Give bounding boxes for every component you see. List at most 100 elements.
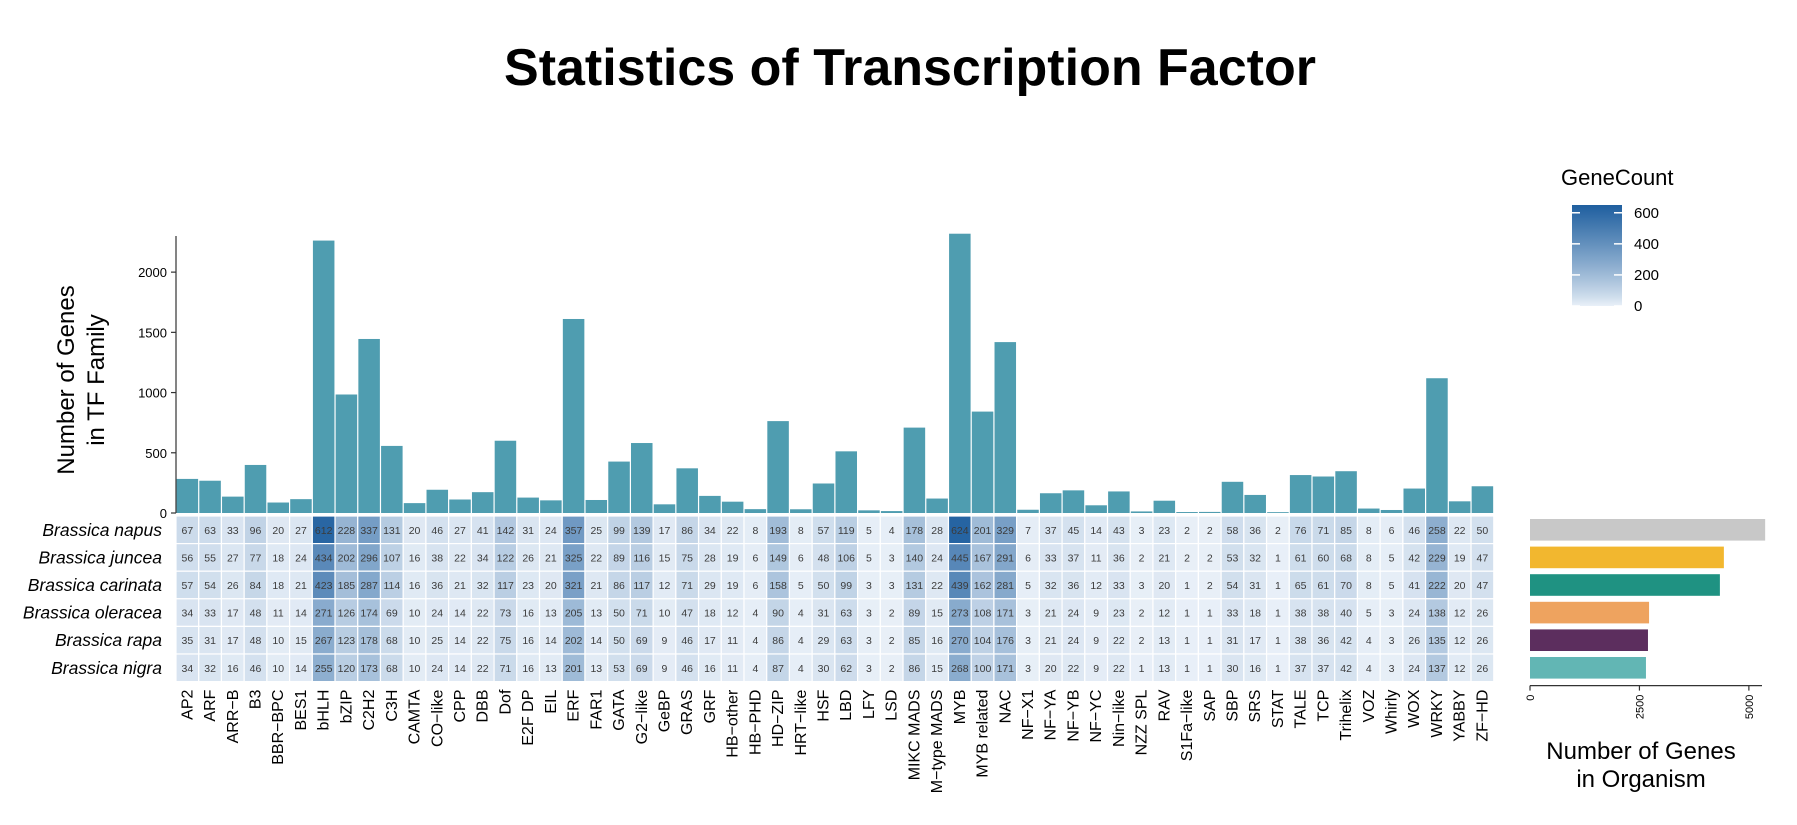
heatmap-cell-value: 12	[659, 580, 671, 592]
heatmap-cell-value: 68	[386, 635, 398, 647]
genecount-legend: GeneCount 0 200 400 600	[1561, 165, 1674, 315]
heatmap-cell-value: 13	[545, 608, 557, 620]
family-label: SRS	[1247, 690, 1264, 723]
heatmap-cell-value: 140	[906, 552, 924, 564]
heatmap-cell-value: 10	[409, 635, 421, 647]
heatmap-cell-value: 31	[522, 525, 534, 537]
family-label: AP2	[179, 690, 196, 720]
heatmap-cell-value: 22	[1113, 635, 1125, 647]
heatmap-cell-value: 10	[272, 635, 284, 647]
heatmap-cell-value: 2	[1207, 525, 1213, 537]
family-total-bar	[1471, 486, 1494, 513]
heatmap-cell-value: 135	[1428, 635, 1446, 647]
organism-total-bar	[1530, 601, 1650, 624]
family-total-bar	[1380, 509, 1403, 513]
family-label: B3	[248, 690, 265, 710]
heatmap-cell-value: 4	[798, 608, 804, 620]
heatmap-cell-value: 55	[204, 552, 216, 564]
heatmap-cell-value: 90	[772, 608, 784, 620]
heatmap-cell-value: 273	[951, 608, 969, 620]
family-total-bar	[1039, 493, 1062, 513]
heatmap-cell-value: 63	[204, 525, 216, 537]
heatmap-cell-value: 23	[1113, 608, 1125, 620]
heatmap-cell-value: 22	[477, 635, 489, 647]
heatmap-cell-value: 36	[1318, 635, 1330, 647]
y-axis-title-line2: in TF Family	[83, 314, 110, 446]
heatmap-cell-value: 17	[659, 525, 671, 537]
heatmap-cell-value: 3	[1389, 635, 1395, 647]
family-label: bZIP	[338, 690, 355, 724]
family-total-bar	[926, 498, 948, 513]
heatmap-cell-value: 1	[1275, 635, 1281, 647]
heatmap-cell-value: 96	[250, 525, 262, 537]
heatmap-cell-value: 2	[889, 663, 895, 675]
family-label: EIL	[543, 689, 560, 713]
heatmap-cell-value: 131	[383, 525, 401, 537]
heatmap-cell-value: 3	[889, 552, 895, 564]
family-label: LBD	[838, 690, 855, 721]
heatmap-cell-value: 13	[545, 663, 557, 675]
family-label: WOX	[1406, 689, 1423, 728]
heatmap-cell-value: 117	[633, 580, 650, 592]
heatmap-cell-value: 2	[1275, 525, 1281, 537]
family-total-bar	[949, 233, 971, 514]
heatmap-cell-value: 42	[1340, 663, 1352, 675]
heatmap-cell-value: 29	[818, 635, 830, 647]
family-total-axis: 0 500 1000 1500 2000	[138, 236, 177, 521]
family-total-bar	[1267, 512, 1289, 513]
heatmap-cell-value: 60	[1318, 552, 1330, 564]
heatmap-cell-value: 4	[752, 635, 758, 647]
heatmap-cell-value: 22	[1113, 663, 1125, 675]
heatmap-cell-value: 50	[818, 580, 830, 592]
heatmap-cell-value: 16	[227, 663, 239, 675]
heatmap-cell-value: 624	[951, 525, 969, 537]
heatmap-grid: 67 63 33 96 20 27 612 228 337 131 20 46 27 41 142 31 24 3…	[175, 515, 1495, 683]
family-total-bar	[653, 504, 676, 513]
heatmap-cell-value: 73	[500, 608, 512, 620]
family-label: HRT−like	[793, 690, 810, 756]
heatmap-cell-value: 54	[204, 580, 216, 592]
heatmap-cell-value: 21	[295, 580, 307, 592]
x-axis-title-line1: Number of Genes	[1546, 738, 1735, 765]
family-total-bar	[1153, 500, 1176, 513]
heatmap-cell-value: 46	[250, 663, 262, 675]
heatmap-cell-value: 32	[1045, 580, 1057, 592]
heatmap-cell-value: 28	[704, 552, 716, 564]
heatmap-cell-value: 33	[1045, 552, 1057, 564]
heatmap-cell-value: 24	[1068, 635, 1080, 647]
family-total-bar	[222, 496, 244, 513]
heatmap-cell-value: 28	[931, 525, 943, 537]
family-total-bar	[1312, 476, 1335, 513]
heatmap-cell-value: 21	[1045, 635, 1057, 647]
family-label: TALE	[1293, 690, 1310, 729]
heatmap-cell-value: 99	[613, 525, 625, 537]
family-label: RAV	[1156, 689, 1173, 721]
family-total-bar	[585, 499, 608, 513]
heatmap-cell-value: 62	[840, 663, 852, 675]
heatmap-cell-value: 86	[613, 580, 625, 592]
heatmap-cell-value: 185	[338, 580, 356, 592]
heatmap-cell-value: 99	[840, 580, 852, 592]
heatmap-cell-value: 27	[295, 525, 307, 537]
family-total-bar	[1199, 511, 1221, 513]
heatmap-cell-value: 17	[227, 635, 239, 647]
heatmap-cell-value: 68	[386, 663, 398, 675]
heatmap-cell-value: 131	[906, 580, 924, 592]
heatmap-cell-value: 271	[315, 608, 333, 620]
heatmap-cell-value: 11	[1091, 552, 1102, 564]
family-total-bar	[244, 464, 267, 513]
heatmap-cell-value: 9	[1093, 635, 1099, 647]
legend-tick-label: 200	[1634, 267, 1659, 284]
heatmap-cell-value: 1	[1184, 608, 1190, 620]
family-label: BES1	[293, 690, 310, 731]
heatmap-cell-value: 2	[1139, 635, 1145, 647]
heatmap-cell-value: 12	[727, 608, 739, 620]
heatmap-cell-value: 30	[818, 663, 830, 675]
heatmap-cell-value: 19	[1454, 552, 1466, 564]
family-total-bar	[812, 483, 835, 513]
heatmap-cell-value: 10	[409, 608, 421, 620]
family-total-bar	[199, 480, 221, 513]
heatmap-cell-value: 119	[838, 525, 855, 537]
heatmap-cell-value: 37	[1295, 663, 1307, 675]
heatmap-cell-value: 1	[1275, 608, 1281, 620]
